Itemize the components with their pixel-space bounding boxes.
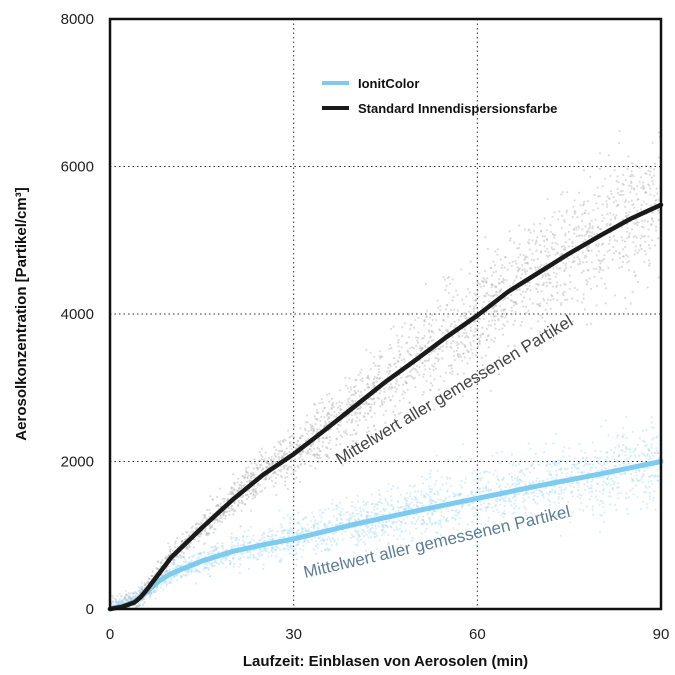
annotation-standard: Mittelwert aller gemessenen Partikel (332, 312, 576, 469)
y-tick-label: 8000 (61, 11, 94, 28)
x-tick-label: 90 (653, 626, 670, 643)
x-tick-label: 0 (106, 626, 114, 643)
noise-band (109, 415, 663, 610)
y-tick-label: 6000 (61, 159, 94, 176)
plot-frame (108, 17, 663, 611)
x-axis-label: Laufzeit: Einblasen von Aerosolen (min) (243, 653, 528, 670)
annotation-ionitcolor: Mittelwert aller gemessenen Partikel (302, 502, 572, 582)
series-line-standard (107, 202, 664, 612)
legend-label-ionitcolor: IonitColor (358, 76, 419, 91)
grid (110, 19, 661, 609)
y-tick-label: 0 (86, 601, 94, 618)
series-lines (107, 202, 664, 612)
x-tick-label: 30 (285, 626, 302, 643)
y-axis-label: Aerosolkonzentration [Partikel/cm³] (13, 187, 30, 440)
x-tick-label: 60 (469, 626, 486, 643)
y-tick-label: 2000 (61, 454, 94, 471)
legend: IonitColor Standard Innendispersionsfarb… (322, 76, 557, 116)
y-tick-label: 4000 (61, 306, 94, 323)
legend-label-standard: Standard Innendispersionsfarbe (358, 101, 557, 116)
tick-labels: 0 2000 4000 6000 8000 0 30 60 90 (61, 11, 670, 643)
